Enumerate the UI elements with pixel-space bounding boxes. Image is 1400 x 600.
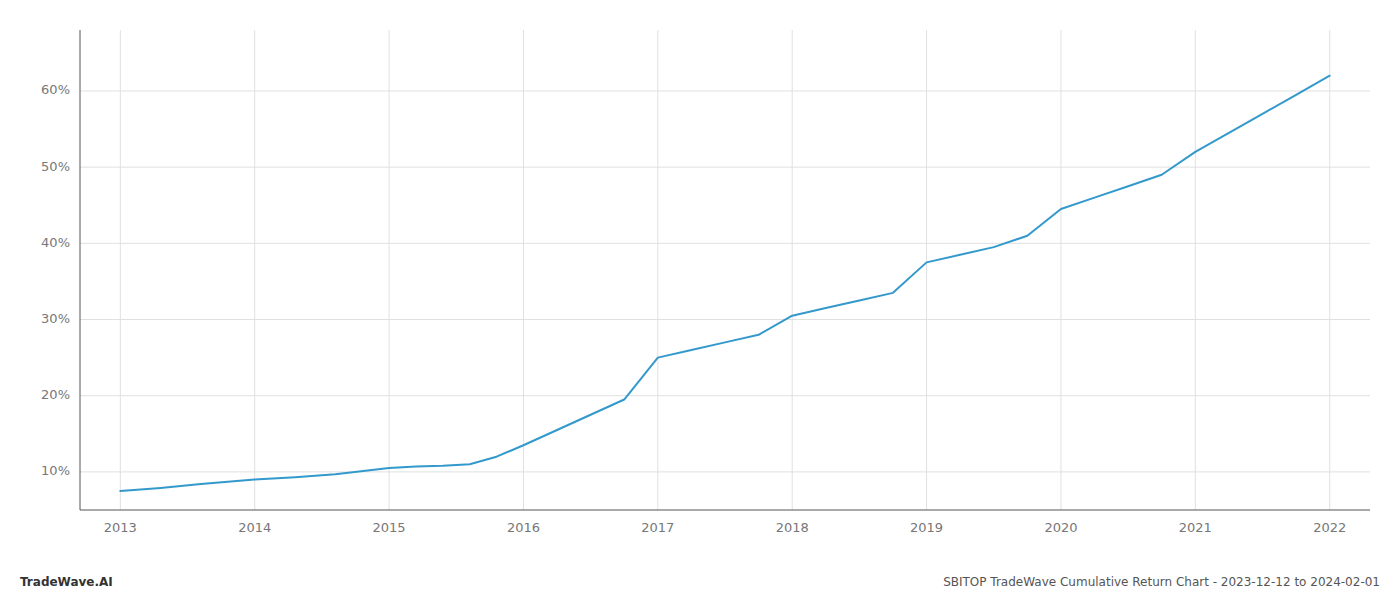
x-grid-line (657, 30, 658, 510)
y-axis-line (80, 30, 81, 510)
x-tick-label: 2020 (1044, 520, 1077, 535)
grid (80, 30, 1370, 510)
data-line (120, 76, 1329, 491)
footer-right: SBITOP TradeWave Cumulative Return Chart… (943, 575, 1380, 589)
x-axis-line (80, 510, 1370, 511)
y-tick-label: 20% (41, 387, 70, 402)
x-tick-label: 2019 (910, 520, 943, 535)
x-grid-line (120, 30, 121, 510)
footer-left: TradeWave.AI (20, 575, 113, 589)
tick-labels: 10% 20% 30% 40% 50% 60% 2013 2014 2015 2016 2017 20… (41, 82, 1346, 535)
x-grid-line (1195, 30, 1196, 510)
x-grid-line (254, 30, 255, 510)
x-tick-label: 2016 (507, 520, 540, 535)
x-tick-label: 2014 (238, 520, 271, 535)
plot-area (120, 76, 1329, 491)
y-tick-label: 50% (41, 159, 70, 174)
y-tick-label: 10% (41, 463, 70, 478)
x-tick-label: 2013 (104, 520, 137, 535)
x-grid-line (1060, 30, 1061, 510)
x-grid-line (523, 30, 524, 510)
y-grid-line (80, 90, 1370, 91)
y-tick-label: 30% (41, 311, 70, 326)
y-grid-line (80, 167, 1370, 168)
chart: 10% 20% 30% 40% 50% 60% 2013 2014 2015 2016 2017 20… (0, 0, 1400, 600)
y-tick-label: 40% (41, 235, 70, 250)
y-grid-line (80, 319, 1370, 320)
x-tick-label: 2017 (641, 520, 674, 535)
page: {"chart_data": {"type": "line", "x": [20… (0, 0, 1400, 600)
x-grid-line (389, 30, 390, 510)
y-grid-line (80, 471, 1370, 472)
x-grid-line (792, 30, 793, 510)
x-grid-line (1329, 30, 1330, 510)
y-grid-line (80, 243, 1370, 244)
y-tick-label: 60% (41, 82, 70, 97)
y-grid-line (80, 395, 1370, 396)
x-tick-label: 2015 (373, 520, 406, 535)
x-tick-label: 2021 (1179, 520, 1212, 535)
x-tick-label: 2022 (1313, 520, 1346, 535)
x-grid-line (926, 30, 927, 510)
x-tick-label: 2018 (776, 520, 809, 535)
background (0, 0, 1400, 600)
